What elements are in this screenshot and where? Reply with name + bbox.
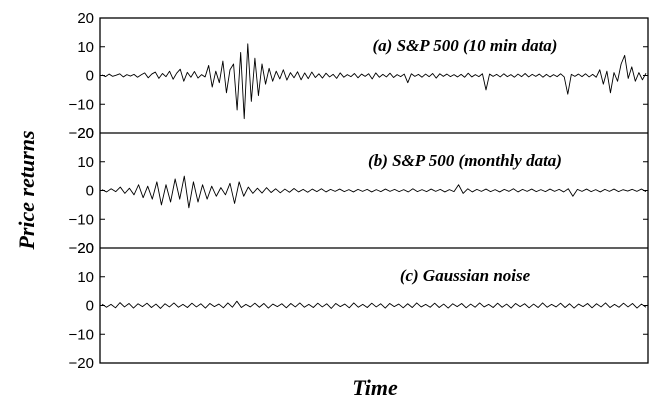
chart-panels: 20 10 0 −10 −20 (a) S&P 500 (10 min data) 20 10…	[69, 10, 648, 372]
y-tick-label: 20	[77, 125, 94, 142]
y-tick-label: 10	[77, 39, 94, 56]
y-axis-title: Price returns	[14, 130, 39, 250]
y-tick-label: 0	[86, 68, 94, 85]
y-tick-label: −10	[69, 326, 94, 343]
y-tick-label: −10	[69, 211, 94, 228]
x-axis-title: Time	[352, 375, 398, 400]
y-tick-label: 0	[86, 183, 94, 200]
y-tick-label: 10	[77, 154, 94, 171]
panel-title: (b) S&P 500 (monthly data)	[368, 151, 562, 170]
y-tick-label: −20	[69, 355, 94, 372]
y-tick-label: −10	[69, 96, 94, 113]
y-tick-label: 0	[86, 298, 94, 315]
panel-title: (c) Gaussian noise	[400, 266, 531, 285]
series-line	[101, 43, 647, 120]
plot-border	[99, 17, 649, 364]
y-tick-label: 10	[77, 269, 94, 286]
panel-c: 20 10 0 −10 −20 (c) Gaussian noise	[69, 240, 648, 372]
series-line	[101, 300, 647, 309]
plot-frame	[99, 17, 649, 364]
panel-b: 20 10 0 −10 −20 (b) S&P 500 (monthly data)	[69, 125, 648, 257]
y-tick-label: −20	[69, 240, 94, 257]
panel-title: (a) S&P 500 (10 min data)	[373, 36, 558, 55]
series-line	[101, 175, 647, 209]
panel-a: 20 10 0 −10 −20 (a) S&P 500 (10 min data)	[69, 10, 648, 142]
y-tick-label: 20	[77, 10, 94, 27]
y-tick-label: 20	[77, 240, 94, 257]
y-tick-label: −20	[69, 125, 94, 142]
